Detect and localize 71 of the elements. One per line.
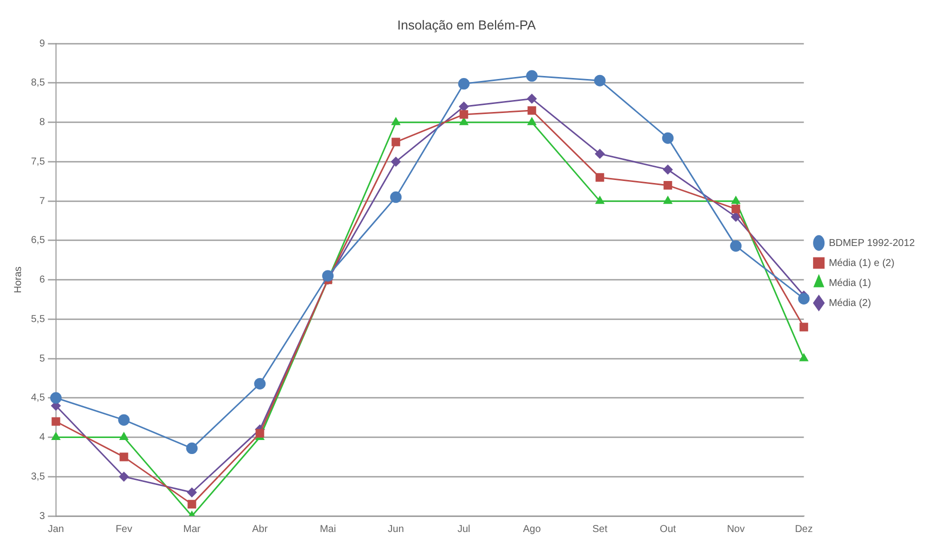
point [732, 204, 740, 214]
point [459, 102, 469, 112]
point [52, 417, 60, 426]
point [528, 118, 536, 126]
y-tick-label: 3,5 [30, 471, 46, 482]
point [390, 191, 402, 203]
point [800, 322, 808, 332]
x-tick-label: Mai [320, 524, 336, 535]
x-tick-label: Mar [183, 524, 202, 535]
x-tick-label: Abr [252, 524, 268, 535]
point [460, 110, 468, 119]
point [119, 472, 129, 482]
point [528, 106, 536, 115]
point [663, 164, 673, 174]
y-tick-label: 8,5 [30, 78, 46, 89]
point [118, 414, 130, 426]
point [800, 354, 808, 362]
point [596, 196, 604, 204]
point [120, 452, 128, 462]
point [526, 70, 538, 82]
point [254, 378, 266, 390]
point [527, 94, 537, 104]
x-tick-label: Jun [388, 524, 404, 535]
y-tick-label: 4 [39, 432, 46, 444]
legend-label: BDMEP 1992-2012 [828, 238, 916, 249]
y-tick-label: 7 [39, 196, 46, 207]
point [596, 173, 604, 182]
y-tick-label: 3 [39, 510, 46, 522]
legend-label: Média (1) [828, 278, 872, 289]
y-tick-label: 9 [39, 38, 46, 50]
point [392, 118, 400, 126]
y-tick-label: 8 [39, 117, 46, 128]
y-tick-label: 4,5 [30, 392, 46, 404]
y-axis-title: Horas [12, 266, 24, 294]
point [664, 196, 672, 204]
point [732, 196, 740, 204]
point [392, 138, 400, 146]
x-tick-label: Ago [522, 524, 542, 535]
point [798, 292, 810, 304]
point [256, 429, 264, 438]
point [458, 78, 470, 90]
x-tick-label: Nov [726, 524, 745, 535]
point [662, 132, 674, 144]
point [664, 181, 672, 190]
point [52, 432, 60, 440]
y-tick-label: 5,5 [30, 314, 46, 325]
chart-title: Insolação em Belém-PA [397, 17, 536, 32]
point [391, 156, 401, 166]
point [187, 488, 197, 498]
x-tick-label: Out [660, 524, 676, 535]
x-tick-label: Jan [48, 524, 64, 535]
point [120, 432, 128, 440]
point [50, 392, 62, 404]
x-tick-label: Dez [794, 524, 813, 535]
x-tick-label: Jul [457, 524, 470, 535]
point [595, 149, 605, 159]
point [188, 500, 196, 508]
y-tick-label: 7,5 [30, 156, 46, 168]
point [322, 270, 334, 282]
y-tick-label: 6,5 [30, 235, 46, 246]
legend-label: Média (2) [828, 298, 872, 309]
legend-label: Média (1) e (2) [828, 258, 894, 269]
point [594, 74, 606, 86]
point [186, 442, 198, 454]
y-tick-label: 6 [39, 274, 46, 286]
point [730, 240, 742, 252]
point [460, 118, 468, 126]
x-tick-label: Fev [116, 524, 132, 535]
y-tick-label: 5 [39, 353, 46, 364]
x-tick-label: Set [592, 524, 608, 535]
point [731, 212, 741, 222]
